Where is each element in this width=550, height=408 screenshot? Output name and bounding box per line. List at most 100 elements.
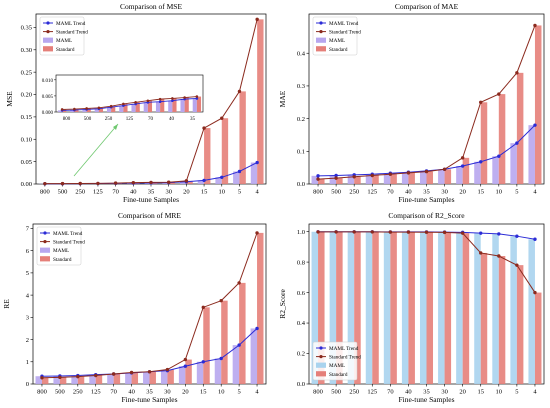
y-tick-label: 3 xyxy=(26,315,29,322)
legend-marker xyxy=(46,30,50,34)
x-tick-label: 10 xyxy=(219,189,226,196)
x-tick-label: 250 xyxy=(349,389,359,396)
x-tick-label: 30 xyxy=(165,189,172,196)
legend-box xyxy=(312,16,358,56)
trend-marker xyxy=(479,160,483,164)
bar xyxy=(354,231,361,384)
x-tick-label: 125 xyxy=(91,389,101,396)
bar xyxy=(498,256,506,384)
trend-marker xyxy=(201,305,205,310)
bar xyxy=(35,376,42,384)
bar xyxy=(162,182,169,184)
bar xyxy=(186,180,193,184)
inset-bar xyxy=(192,98,197,112)
legend-swatch xyxy=(316,371,326,377)
bar xyxy=(107,374,114,384)
trend-marker xyxy=(460,156,465,160)
bar xyxy=(257,232,264,384)
trend-marker xyxy=(479,251,483,255)
bar xyxy=(462,233,470,384)
trend-marker xyxy=(442,167,447,171)
bar xyxy=(89,374,96,384)
legend-swatch xyxy=(40,256,50,262)
trend-marker xyxy=(201,360,205,364)
inset-bar xyxy=(106,107,112,112)
zoom-arrowhead xyxy=(113,124,118,130)
legend-label: MAML xyxy=(329,363,345,369)
bar xyxy=(438,169,445,184)
y-axis-label: MSE xyxy=(5,91,14,107)
x-tick-label: 125 xyxy=(367,189,377,196)
legend-label: Standard xyxy=(56,47,75,53)
bar xyxy=(498,94,506,184)
x-tick-label: 250 xyxy=(349,189,359,196)
legend-label: MAML xyxy=(53,248,69,254)
inset-bar xyxy=(184,97,189,112)
inset-bar xyxy=(143,102,148,112)
x-tick-label: 125 xyxy=(93,189,103,196)
legend: MAML Trend Standard Trend MAML Standard xyxy=(39,16,88,56)
trend-marker xyxy=(479,231,483,235)
bar xyxy=(329,231,337,384)
trend-marker xyxy=(220,116,224,120)
x-tick-label: 4 xyxy=(533,389,537,396)
bar xyxy=(232,345,240,384)
trend-marker xyxy=(370,230,374,234)
x-tick-label: 4 xyxy=(255,389,259,396)
legend-label: Standard Trend xyxy=(329,30,361,36)
x-tick-label: 5 xyxy=(515,389,518,396)
bar xyxy=(41,377,49,384)
x-tick-label: 500 xyxy=(58,189,68,196)
chart-title: Comparison of R2_Score xyxy=(388,211,465,220)
bar xyxy=(180,181,187,184)
trend-marker xyxy=(111,372,116,376)
legend-label: MAML Trend xyxy=(53,231,83,237)
trend-marker xyxy=(96,181,100,186)
bar xyxy=(144,182,151,184)
x-tick-label: 35 xyxy=(423,389,430,396)
bar xyxy=(528,125,535,184)
bar xyxy=(372,231,379,384)
bar xyxy=(390,174,397,184)
inset-marker xyxy=(97,106,101,110)
y-axis-label: MAE xyxy=(278,90,287,107)
trend-marker xyxy=(442,230,447,235)
inset-bar xyxy=(180,99,185,112)
inset-y-tick-label: 0.005 xyxy=(42,95,54,100)
bar xyxy=(419,170,427,184)
legend-marker xyxy=(319,346,323,350)
bar xyxy=(480,252,488,384)
x-tick-label: 500 xyxy=(331,389,341,396)
bar xyxy=(233,171,240,184)
y-tick-label: 0.4 xyxy=(297,320,306,327)
inset-bar xyxy=(86,108,91,112)
x-tick-label: 5 xyxy=(237,389,240,396)
bar xyxy=(131,372,139,384)
legend-marker xyxy=(43,231,47,235)
x-tick-label: 35 xyxy=(148,189,155,196)
inset-y-tick-label: 0.010 xyxy=(42,79,54,84)
legend-label: MAML xyxy=(329,38,345,44)
bar xyxy=(178,366,186,384)
inset-y-tick-label: 0.000 xyxy=(42,111,54,116)
legend: MAML Trend Standard Trend MAML Standard xyxy=(312,16,361,56)
bar xyxy=(408,232,415,384)
bar xyxy=(438,232,445,384)
chart-panel-1: Comparison of MSE 0.00 0.05 0.10 0.15 0.20 0.2… xyxy=(5,2,267,204)
inset-marker xyxy=(60,108,64,111)
inset-marker xyxy=(85,107,88,110)
legend: MAML Trend Standard Trend MAML Standard xyxy=(36,226,85,266)
inset-marker xyxy=(171,99,174,103)
x-tick-label: 20 xyxy=(459,389,466,396)
trend-marker xyxy=(406,230,411,234)
trend-marker xyxy=(497,232,501,236)
y-tick-label: 0.20 xyxy=(21,92,32,99)
bar xyxy=(329,175,337,184)
trend-marker xyxy=(460,231,465,235)
trend-marker xyxy=(58,375,62,380)
inset-marker xyxy=(195,97,199,100)
bar xyxy=(383,231,391,384)
inset-x-tick-label: 35 xyxy=(190,117,196,122)
inset-bar xyxy=(94,108,99,112)
inset-marker xyxy=(171,97,174,100)
